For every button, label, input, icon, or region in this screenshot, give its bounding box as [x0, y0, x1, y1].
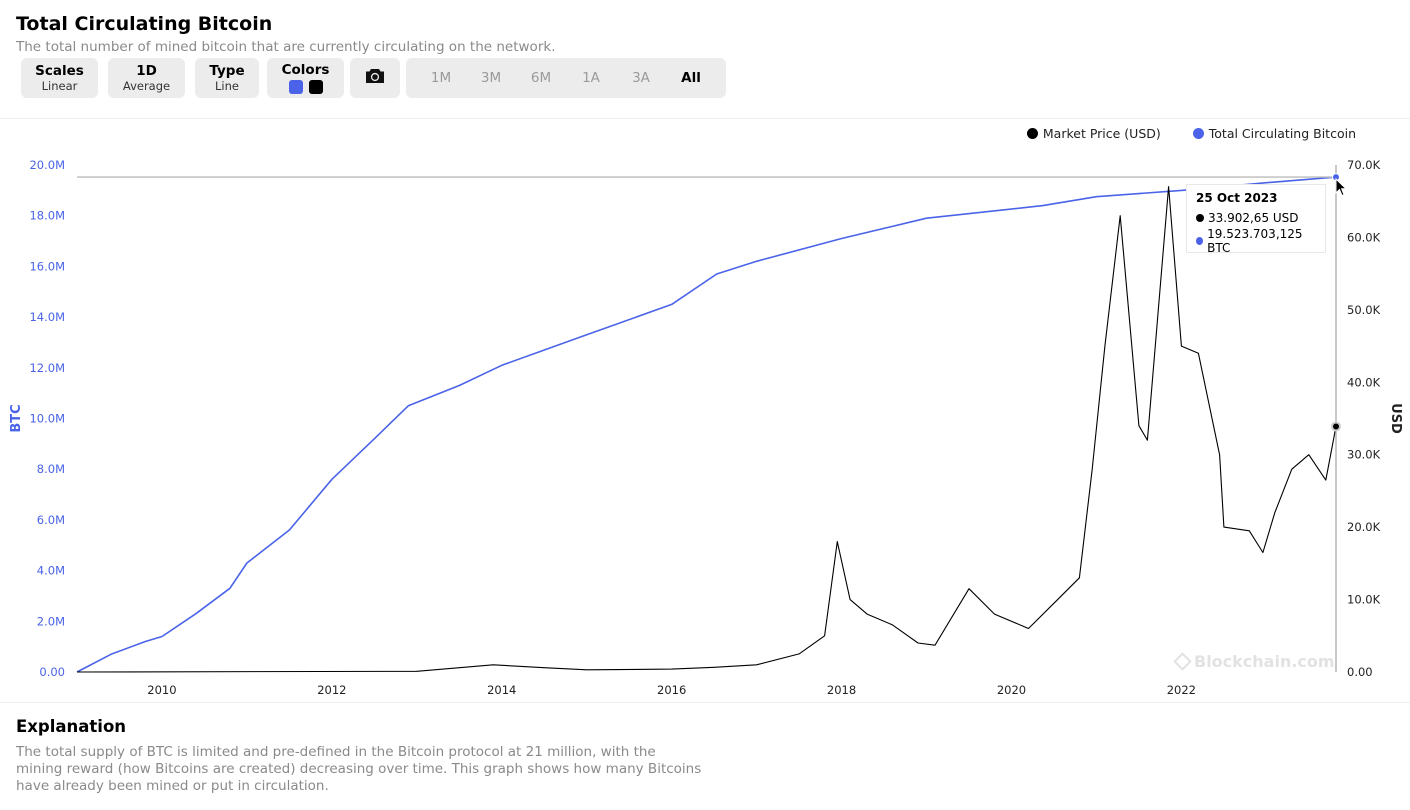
x-tick-label: 2014 [487, 683, 516, 697]
hover-point-price [1331, 421, 1341, 432]
x-tick-label: 2018 [827, 683, 856, 697]
screenshot-button[interactable] [350, 58, 400, 98]
y-left-tick-label: 2.0M [37, 614, 65, 628]
y-left-tick-label: 18.0M [29, 209, 65, 223]
y-left-tick-label: 0.00 [39, 665, 65, 679]
x-tick-label: 2010 [147, 683, 176, 697]
y-left-tick-label: 8.0M [37, 462, 65, 476]
top-divider [0, 118, 1410, 119]
tooltip-btc-row: 19.523.703,125 BTC [1196, 227, 1316, 255]
tooltip-price: 33.902,65 USD [1208, 211, 1299, 225]
x-tick-label: 2012 [317, 683, 346, 697]
x-tick-label: 2016 [657, 683, 686, 697]
legend-label: Total Circulating Bitcoin [1208, 126, 1356, 141]
y-right-tick-label: 40.0K [1347, 375, 1381, 389]
time-range-selector: 1M 3M 6M 1A 3A All [406, 58, 726, 98]
range-6m-button[interactable]: 6M [530, 70, 552, 86]
watermark: Blockchain.com [1173, 652, 1335, 671]
legend-item-circulating-btc[interactable]: Total Circulating Bitcoin [1192, 126, 1356, 141]
price-color-swatch[interactable] [308, 80, 323, 94]
btc-color-swatch[interactable] [288, 80, 303, 94]
tooltip-price-row: 33.902,65 USD [1196, 211, 1316, 225]
y-left-tick-label: 16.0M [29, 259, 65, 273]
series-line-circulating-btc [76, 176, 1337, 673]
y-right-tick-label: 10.0K [1347, 593, 1381, 607]
average-label: 1D [136, 62, 157, 79]
range-all-button[interactable]: All [681, 70, 701, 86]
explanation-text: The total supply of BTC is limited and p… [16, 744, 702, 794]
page-title: Total Circulating Bitcoin [16, 13, 273, 35]
chart-legend: Market Price (USD) Total Circulating Bit… [1026, 126, 1356, 141]
average-value: Average [122, 78, 171, 93]
scales-value: Linear [41, 78, 78, 93]
explanation-section: Explanation The total supply of BTC is l… [16, 717, 706, 795]
average-button[interactable]: 1D Average [108, 58, 185, 98]
bottom-divider [0, 702, 1410, 703]
y-left-tick-label: 14.0M [29, 310, 65, 324]
type-label: Type [209, 62, 245, 79]
legend-dot [1026, 128, 1038, 139]
color-swatches [288, 80, 323, 94]
y-right-tick-label: 20.0K [1347, 520, 1381, 534]
range-1a-button[interactable]: 1A [582, 70, 600, 86]
series-line-market-price [76, 186, 1337, 673]
y-left-tick-label: 4.0M [37, 564, 65, 578]
legend-label: Market Price (USD) [1042, 126, 1161, 141]
tooltip-price-dot [1196, 214, 1204, 222]
header: Total Circulating Bitcoin The total numb… [16, 12, 555, 56]
y-right-tick-label: 60.0K [1347, 230, 1381, 244]
scales-button[interactable]: Scales Linear [21, 58, 98, 98]
legend-dot [1192, 128, 1204, 139]
tooltip-btc: 19.523.703,125 BTC [1207, 227, 1303, 255]
y-left-tick-label: 10.0M [29, 412, 65, 426]
range-3a-button[interactable]: 3A [632, 70, 650, 86]
tooltip-btc-dot [1196, 237, 1204, 245]
type-button[interactable]: Type Line [195, 58, 259, 98]
colors-button[interactable]: Colors [267, 58, 344, 98]
legend-item-market-price[interactable]: Market Price (USD) [1026, 126, 1161, 141]
scales-label: Scales [35, 62, 84, 79]
range-1m-button[interactable]: 1M [430, 70, 452, 86]
chart-area[interactable]: 0.00 2.0M 4.0M 6.0M 8.0M 10.0M 12.0M 14.0M 16.0M… [0, 140, 1410, 700]
y-right-tick-label: 0.00 [1347, 665, 1373, 679]
type-value: Line [215, 78, 239, 93]
range-3m-button[interactable]: 3M [480, 70, 502, 86]
x-tick-label: 2020 [997, 683, 1026, 697]
camera-icon [365, 68, 385, 88]
blockchain-logo-icon [1173, 652, 1192, 671]
y-right-tick-label: 30.0K [1347, 448, 1381, 462]
tooltip-date: 25 Oct 2023 [1196, 191, 1278, 205]
y-left-tick-label: 20.0M [29, 158, 65, 172]
x-tick-label: 2022 [1167, 683, 1196, 697]
y-left-tick-label: 12.0M [29, 361, 65, 375]
colors-label: Colors [281, 62, 330, 78]
watermark-text: Blockchain.com [1194, 652, 1335, 671]
y-left-tick-label: 6.0M [37, 513, 65, 527]
mouse-cursor-icon [1335, 177, 1348, 202]
y-right-tick-label: 50.0K [1347, 303, 1381, 317]
page-subtitle: The total number of mined bitcoin that a… [16, 39, 556, 55]
y-right-axis-title: USD [1388, 403, 1403, 434]
y-left-axis-title: BTC [9, 404, 24, 432]
y-right-tick-label: 70.0K [1347, 158, 1381, 172]
chart-tooltip: 25 Oct 2023 33.902,65 USD 19.523.703,125… [1186, 184, 1326, 255]
explanation-title: Explanation [16, 717, 127, 736]
